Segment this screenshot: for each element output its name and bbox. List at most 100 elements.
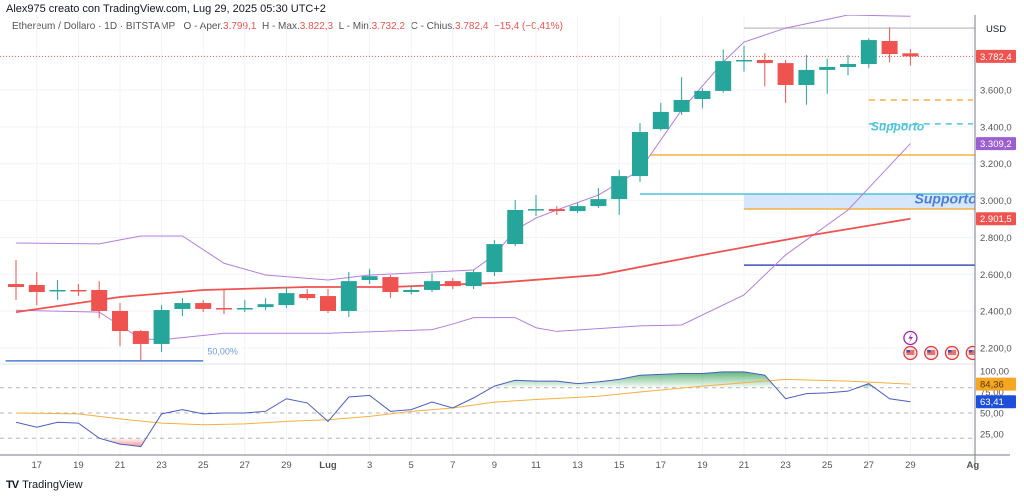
candle (611, 169, 628, 215)
candle (236, 300, 253, 313)
candle (153, 305, 170, 353)
price-tick-label: 2.600,0 (980, 270, 1012, 281)
candle (216, 289, 232, 315)
candle-body (28, 284, 45, 292)
date-tick-label[interactable]: 19 (73, 460, 84, 471)
candle (507, 200, 524, 247)
candle (840, 54, 856, 76)
date-tick-label[interactable]: 17 (656, 460, 667, 471)
candle-body (424, 281, 440, 290)
date-tick-label[interactable]: 13 (572, 460, 583, 471)
candle (819, 58, 836, 94)
candle (902, 49, 919, 66)
symbol-name[interactable]: Ethereum / Dollaro · 1D · BITSTAMP (12, 21, 176, 32)
low-value: 3.732,2 (371, 21, 406, 32)
candle-body (465, 272, 482, 287)
annotations[interactable]: Supporto Supporto 50,00% (207, 120, 977, 357)
candle (70, 284, 87, 297)
annotation-label[interactable]: Supporto (915, 190, 978, 206)
horizontal-levels[interactable] (0, 27, 975, 362)
annotation-label[interactable]: 50,00% (207, 346, 238, 356)
date-tick-label[interactable]: 29 (905, 460, 916, 471)
rsi-tick-label: 50,00 (980, 409, 1004, 420)
price-badge-label: 2.901,5 (980, 214, 1012, 225)
price-badge (976, 395, 1016, 409)
date-tick-label[interactable]: 19 (697, 460, 708, 471)
candle (881, 27, 898, 63)
date-tick-label[interactable]: 3 (367, 460, 372, 471)
support-zone (744, 193, 975, 210)
flag-stripes (927, 350, 936, 355)
candle-body (652, 111, 669, 130)
close-label: C - Chius. (410, 21, 456, 32)
date-tick-label[interactable]: 15 (614, 460, 625, 471)
grid (0, 15, 975, 455)
date-tick-label[interactable]: 11 (531, 460, 541, 471)
candle-body (236, 308, 253, 310)
lightning-glyph (908, 333, 913, 343)
us-flag-icon[interactable] (903, 345, 918, 361)
candle-body (611, 176, 628, 200)
candle-body (673, 99, 690, 112)
date-tick-label[interactable]: 9 (492, 460, 497, 471)
flag-canton (948, 350, 952, 353)
us-flag-icon[interactable] (944, 345, 960, 361)
date-tick-label[interactable]: 7 (450, 460, 455, 471)
date-tick-label[interactable]: 29 (281, 460, 292, 471)
flag-stripes (948, 350, 956, 355)
candle (132, 329, 149, 361)
candle (777, 59, 794, 103)
support-zone-rect (744, 193, 975, 210)
tradingview-logo[interactable]: TV TradingView (6, 479, 83, 491)
price-badge-label: 63,41 (980, 397, 1004, 408)
candle (860, 38, 877, 68)
candle (444, 277, 461, 290)
candle-body (216, 308, 232, 310)
annotation-label[interactable]: Supporto (871, 120, 924, 134)
candle-body (528, 209, 544, 211)
candle-body (49, 289, 66, 292)
date-tick-label[interactable]: 23 (156, 460, 167, 471)
price-tick-label: 3.600,0 (980, 86, 1012, 97)
candle-body (756, 59, 773, 64)
candle-body (320, 296, 336, 311)
date-tick-label[interactable]: 27 (240, 460, 251, 471)
candle-body (195, 303, 212, 309)
bands-clip (15, 15, 911, 341)
candle-body (798, 69, 815, 86)
candle-body (569, 206, 586, 212)
candle (382, 275, 399, 299)
date-tick-label[interactable]: 25 (198, 460, 209, 471)
candle (299, 289, 316, 301)
tradingview-logo-icon: TV (6, 479, 19, 491)
candle (340, 272, 357, 318)
events[interactable] (903, 330, 980, 361)
candle-body (132, 331, 149, 344)
date-tick-label[interactable]: 23 (780, 460, 791, 471)
date-tick-label[interactable]: 25 (822, 460, 833, 471)
candle (694, 88, 711, 109)
candle-body (632, 132, 648, 177)
candle (174, 298, 191, 317)
price-axis[interactable]: USD 3.600,0 3.400,0 3.200,0 3.000,0 2.800,0 2.… (974, 0, 1024, 497)
date-tick-label[interactable]: 21 (739, 460, 750, 471)
flag-stripes (968, 350, 977, 355)
date-tick-label[interactable]: 17 (32, 460, 43, 471)
open-value: 3.799,1 (223, 21, 257, 32)
date-tick-label[interactable]: 5 (409, 460, 414, 471)
price-badge (976, 137, 1016, 151)
candle-body (860, 40, 877, 65)
date-tick-label[interactable]: 21 (115, 460, 126, 471)
date-tick-label[interactable]: Ag (966, 460, 979, 471)
candle-body (548, 209, 565, 212)
candlesticks (8, 27, 919, 361)
price-badge (976, 49, 1016, 63)
us-flag-icon[interactable] (924, 345, 939, 361)
time-axis[interactable]: 17 19 21 23 25 27 29 Lug 3 5 7 9 11 13 15 17 19 21 23 25 27 2… (0, 454, 1010, 471)
candle-body (153, 310, 170, 344)
candle-body (840, 64, 856, 67)
date-tick-label[interactable]: Lug (319, 460, 337, 471)
date-tick-label[interactable]: 27 (864, 460, 875, 471)
candle-body (819, 66, 836, 70)
